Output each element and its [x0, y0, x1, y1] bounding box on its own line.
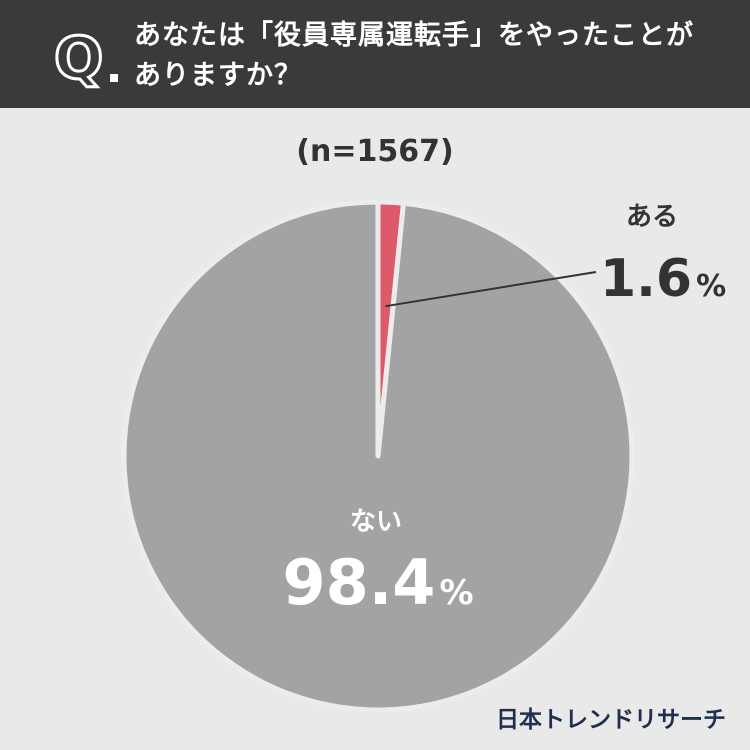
slice-label-yes: ある — [626, 202, 678, 232]
sample-size: (n=1567) — [296, 134, 454, 169]
brand-logo: 日本トレンドリサーチ — [496, 707, 726, 733]
slice-label-no: ない — [350, 507, 402, 537]
slice-value-no: 98.4% — [282, 546, 473, 619]
slice-value-yes: 1.6% — [600, 249, 726, 309]
question-header: Q あなたは「役員専属運転手」をやったことが ありますか？ — [0, 0, 750, 108]
pie-slice-no — [121, 199, 635, 713]
q-dot — [110, 74, 118, 82]
leader-line — [385, 271, 597, 308]
question-text: あなたは「役員専属運転手」をやったことが ありますか？ — [134, 16, 734, 96]
q-mark-icon: Q — [53, 24, 118, 90]
q-letter: Q — [54, 24, 103, 90]
question-line-1: あなたは「役員専属運転手」をやったことが — [134, 20, 694, 51]
question-line-2: ありますか？ — [134, 60, 302, 91]
